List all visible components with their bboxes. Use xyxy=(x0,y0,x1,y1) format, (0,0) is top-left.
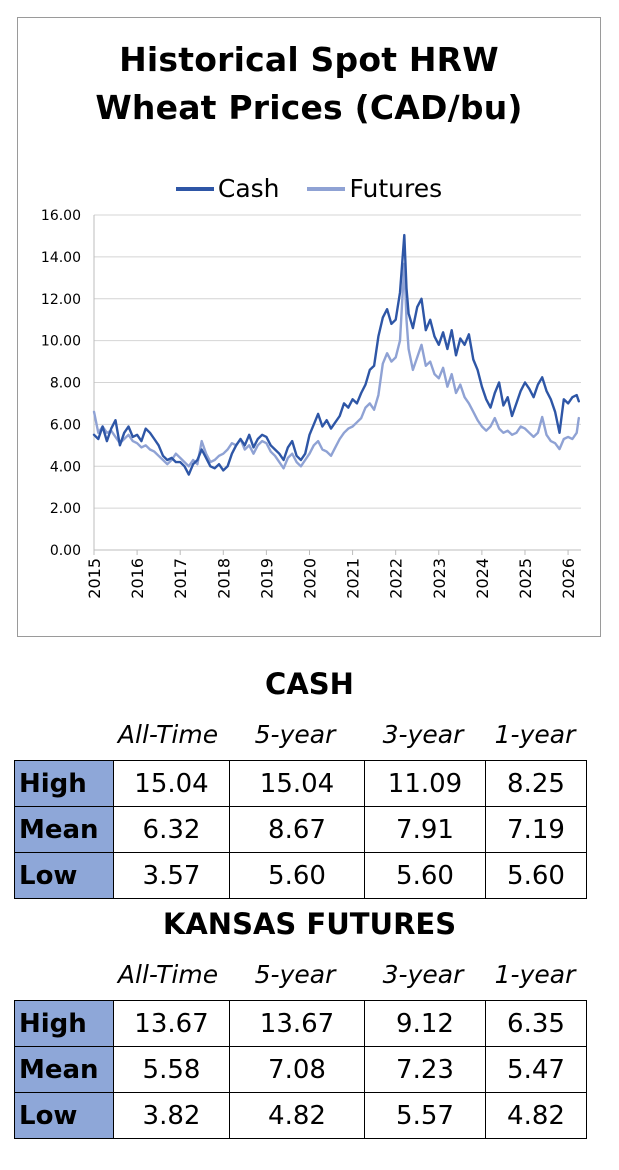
y-tick-label: 10.00 xyxy=(41,334,81,350)
table-cell: 4.82 xyxy=(229,1092,365,1139)
x-tick-label: 2017 xyxy=(171,558,190,599)
table-cell: 5.60 xyxy=(364,852,486,899)
x-tick-label: 2018 xyxy=(214,558,233,599)
legend-label-cash: Cash xyxy=(217,174,280,203)
cash-column-headers: All-Time 5-year 3-year 1-year xyxy=(0,718,619,752)
legend-swatch-futures xyxy=(307,187,346,191)
table-row: Mean 6.32 8.67 7.91 7.19 xyxy=(14,806,587,853)
futures-col-1-year: 1-year xyxy=(494,960,576,989)
table-cell: 5.60 xyxy=(229,852,365,899)
legend-swatch-cash xyxy=(175,187,214,191)
y-tick-label: 0.00 xyxy=(50,543,81,559)
y-tick-label: 14.00 xyxy=(41,250,81,266)
line-chart: 0.00 2.00 4.00 6.00 8.00 10.00 12.00 14.00 16.00… xyxy=(41,208,581,599)
table-cell: 3.57 xyxy=(113,852,230,899)
table-row: High 15.04 15.04 11.09 8.25 xyxy=(14,760,587,807)
table-cell: 8.67 xyxy=(229,806,365,853)
table-cell: 13.67 xyxy=(113,1000,230,1047)
table-cell: 5.47 xyxy=(485,1046,587,1093)
chart-title-line1: Historical Spot HRW xyxy=(119,40,499,79)
x-tick-label: 2016 xyxy=(128,558,147,599)
x-tick-label: 2020 xyxy=(300,558,319,599)
futures-stats-table: High 13.67 13.67 9.12 6.35 Mean 5.58 7.0… xyxy=(14,1000,587,1139)
table-cell: 7.91 xyxy=(364,806,486,853)
table-row: Mean 5.58 7.08 7.23 5.47 xyxy=(14,1046,587,1093)
cash-col-1-year: 1-year xyxy=(494,720,576,749)
table-cell: 5.57 xyxy=(364,1092,486,1139)
series-line-futures xyxy=(92,262,580,470)
table-cell: 4.82 xyxy=(485,1092,587,1139)
x-tick-label: 2022 xyxy=(387,558,406,599)
table-cell: 3.82 xyxy=(113,1092,230,1139)
table-row: Low 3.82 4.82 5.57 4.82 xyxy=(14,1092,587,1139)
table-cell: 7.19 xyxy=(485,806,587,853)
row-label: Low xyxy=(14,1092,114,1139)
x-tick-label: 2021 xyxy=(344,558,363,599)
x-tick-label: 2023 xyxy=(430,558,449,599)
futures-column-headers: All-Time 5-year 3-year 1-year xyxy=(0,958,619,992)
x-tick-label: 2015 xyxy=(85,558,104,599)
row-label: High xyxy=(14,760,114,807)
cash-col-all-time: All-Time xyxy=(117,720,219,749)
futures-col-5-year: 5-year xyxy=(254,960,336,989)
table-cell: 5.58 xyxy=(113,1046,230,1093)
legend-item-cash: Cash xyxy=(175,174,280,204)
futures-col-all-time: All-Time xyxy=(117,960,219,989)
x-tick-label: 2025 xyxy=(516,558,535,599)
row-label: Low xyxy=(14,852,114,899)
legend-label-futures: Futures xyxy=(349,174,443,203)
row-label: Mean xyxy=(14,806,114,853)
cash-col-3-year: 3-year xyxy=(382,720,464,749)
chart-title-line2: Wheat Prices (CAD/bu) xyxy=(95,88,523,127)
x-tick-label: 2019 xyxy=(257,558,276,599)
y-tick-label: 8.00 xyxy=(50,376,81,392)
table-cell: 9.12 xyxy=(364,1000,486,1047)
table-cell: 6.32 xyxy=(113,806,230,853)
table-cell: 13.67 xyxy=(229,1000,365,1047)
chart-legend: Cash Futures xyxy=(18,168,600,204)
chart-panel: 0.00 2.00 4.00 6.00 8.00 10.00 12.00 14.00 16.00… xyxy=(17,17,601,637)
y-tick-label: 6.00 xyxy=(50,417,81,433)
chart-title: Historical Spot HRW Wheat Prices (CAD/bu… xyxy=(18,36,600,132)
row-label: Mean xyxy=(14,1046,114,1093)
series-line-cash xyxy=(92,233,580,476)
row-label: High xyxy=(14,1000,114,1047)
table-row: Low 3.57 5.60 5.60 5.60 xyxy=(14,852,587,899)
y-tick-label: 12.00 xyxy=(41,292,81,308)
table-cell: 15.04 xyxy=(229,760,365,807)
futures-col-3-year: 3-year xyxy=(382,960,464,989)
x-tick-label: 2024 xyxy=(473,558,492,599)
x-tick-label: 2026 xyxy=(559,558,578,599)
y-tick-label: 4.00 xyxy=(50,459,81,475)
table-cell: 11.09 xyxy=(364,760,486,807)
futures-table-title: KANSAS FUTURES xyxy=(162,907,457,941)
y-tick-label: 2.00 xyxy=(50,501,81,517)
table-row: High 13.67 13.67 9.12 6.35 xyxy=(14,1000,587,1047)
table-cell: 8.25 xyxy=(485,760,587,807)
cash-col-5-year: 5-year xyxy=(254,720,336,749)
table-cell: 5.60 xyxy=(485,852,587,899)
cash-table-title: CASH xyxy=(265,667,354,701)
table-cell: 7.08 xyxy=(229,1046,365,1093)
y-tick-label: 16.00 xyxy=(41,208,81,224)
table-cell: 15.04 xyxy=(113,760,230,807)
legend-item-futures: Futures xyxy=(307,174,442,204)
cash-stats-table: High 15.04 15.04 11.09 8.25 Mean 6.32 8.… xyxy=(14,760,587,899)
table-cell: 7.23 xyxy=(364,1046,486,1093)
table-cell: 6.35 xyxy=(485,1000,587,1047)
